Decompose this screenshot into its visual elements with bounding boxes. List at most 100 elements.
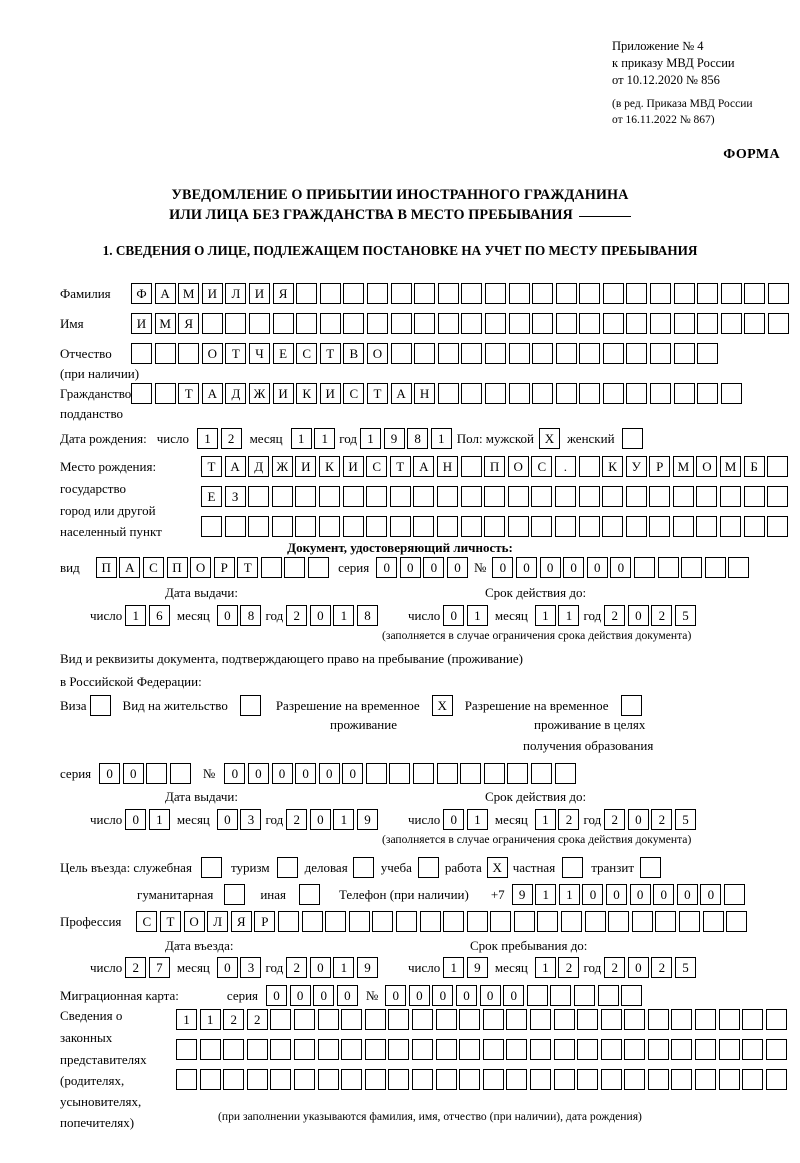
char-cell[interactable]: М: [720, 456, 742, 477]
char-cell[interactable]: М: [672, 456, 694, 477]
char-cell[interactable]: [600, 1069, 622, 1090]
char-cell[interactable]: [318, 486, 340, 507]
char-cell[interactable]: [650, 383, 672, 404]
char-cell[interactable]: 1: [535, 884, 557, 905]
char-cell[interactable]: [293, 1069, 315, 1090]
char-cell[interactable]: [325, 911, 347, 932]
char-cell[interactable]: [131, 343, 152, 364]
char-cell[interactable]: [482, 1009, 504, 1030]
char-cell[interactable]: 2: [286, 605, 308, 626]
char-cell[interactable]: 0: [515, 557, 537, 578]
char-cell[interactable]: [389, 763, 411, 784]
char-cell[interactable]: [720, 486, 742, 507]
char-cell[interactable]: П: [95, 557, 117, 578]
char-cell[interactable]: [390, 343, 412, 364]
char-cell[interactable]: [626, 313, 648, 334]
char-cell[interactable]: О: [201, 343, 223, 364]
char-cell[interactable]: 1: [290, 428, 312, 449]
char-cell[interactable]: О: [507, 456, 529, 477]
char-cell[interactable]: К: [296, 383, 318, 404]
permit-visa-checkbox[interactable]: [89, 695, 111, 716]
char-cell[interactable]: И: [272, 383, 294, 404]
char-cell[interactable]: [573, 985, 595, 1006]
char-cell[interactable]: [272, 313, 294, 334]
char-cell[interactable]: И: [342, 456, 364, 477]
char-cell[interactable]: [671, 1009, 693, 1030]
char-cell[interactable]: У: [625, 456, 647, 477]
char-cell[interactable]: [718, 1039, 740, 1060]
char-cell[interactable]: [553, 1039, 575, 1060]
char-cell[interactable]: [270, 1069, 292, 1090]
char-cell[interactable]: [625, 486, 647, 507]
char-cell[interactable]: 0: [563, 557, 585, 578]
char-cell[interactable]: [199, 1039, 221, 1060]
char-cell[interactable]: [767, 486, 789, 507]
char-cell[interactable]: [414, 283, 436, 304]
char-cell[interactable]: [577, 1009, 599, 1030]
char-cell[interactable]: 0: [627, 605, 649, 626]
char-cell[interactable]: [411, 1069, 433, 1090]
char-cell[interactable]: Н: [436, 456, 458, 477]
char-cell[interactable]: Р: [254, 911, 276, 932]
char-cell[interactable]: 0: [539, 557, 561, 578]
char-cell[interactable]: [389, 516, 411, 537]
char-cell[interactable]: Т: [319, 343, 341, 364]
char-cell[interactable]: [647, 1069, 669, 1090]
char-cell[interactable]: [364, 1069, 386, 1090]
char-cell[interactable]: [484, 283, 506, 304]
char-cell[interactable]: [720, 383, 742, 404]
char-cell[interactable]: 2: [220, 428, 242, 449]
char-cell[interactable]: [248, 486, 270, 507]
char-cell[interactable]: 0: [432, 985, 454, 1006]
char-cell[interactable]: 0: [446, 557, 468, 578]
char-cell[interactable]: [579, 383, 601, 404]
char-cell[interactable]: [600, 1009, 622, 1030]
char-cell[interactable]: 0: [309, 957, 331, 978]
char-cell[interactable]: С: [142, 557, 164, 578]
char-cell[interactable]: [768, 313, 790, 334]
char-cell[interactable]: 0: [700, 884, 722, 905]
char-cell[interactable]: [295, 486, 317, 507]
char-cell[interactable]: [343, 313, 365, 334]
char-cell[interactable]: 0: [586, 557, 608, 578]
char-cell[interactable]: Н: [414, 383, 436, 404]
purpose-tourism-checkbox[interactable]: [276, 857, 298, 878]
char-cell[interactable]: [461, 343, 483, 364]
char-cell[interactable]: 2: [604, 605, 626, 626]
purpose-business-checkbox[interactable]: [352, 857, 374, 878]
char-cell[interactable]: [507, 516, 529, 537]
char-cell[interactable]: И: [319, 383, 341, 404]
char-cell[interactable]: О: [696, 456, 718, 477]
char-cell[interactable]: 3: [240, 957, 262, 978]
char-cell[interactable]: 3: [240, 809, 262, 830]
char-cell[interactable]: [649, 516, 671, 537]
char-cell[interactable]: А: [413, 456, 435, 477]
char-cell[interactable]: И: [248, 283, 270, 304]
char-cell[interactable]: 0: [247, 763, 269, 784]
char-cell[interactable]: [531, 486, 553, 507]
char-cell[interactable]: [484, 383, 506, 404]
char-cell[interactable]: [342, 486, 364, 507]
char-cell[interactable]: [223, 1039, 245, 1060]
char-cell[interactable]: [413, 516, 435, 537]
char-cell[interactable]: 0: [610, 557, 632, 578]
char-cell[interactable]: [460, 516, 482, 537]
char-cell[interactable]: 6: [148, 605, 170, 626]
char-cell[interactable]: [624, 1009, 646, 1030]
char-cell[interactable]: [633, 557, 655, 578]
char-cell[interactable]: [201, 516, 222, 537]
char-cell[interactable]: Б: [743, 456, 765, 477]
char-cell[interactable]: 8: [240, 605, 262, 626]
char-cell[interactable]: [482, 1039, 504, 1060]
char-cell[interactable]: [671, 1039, 693, 1060]
char-cell[interactable]: М: [154, 313, 176, 334]
char-cell[interactable]: 1: [333, 605, 355, 626]
char-cell[interactable]: 0: [582, 884, 604, 905]
char-cell[interactable]: 0: [271, 763, 293, 784]
char-cell[interactable]: [578, 516, 600, 537]
char-cell[interactable]: [578, 486, 600, 507]
char-cell[interactable]: [529, 1069, 551, 1090]
char-cell[interactable]: [695, 1039, 717, 1060]
